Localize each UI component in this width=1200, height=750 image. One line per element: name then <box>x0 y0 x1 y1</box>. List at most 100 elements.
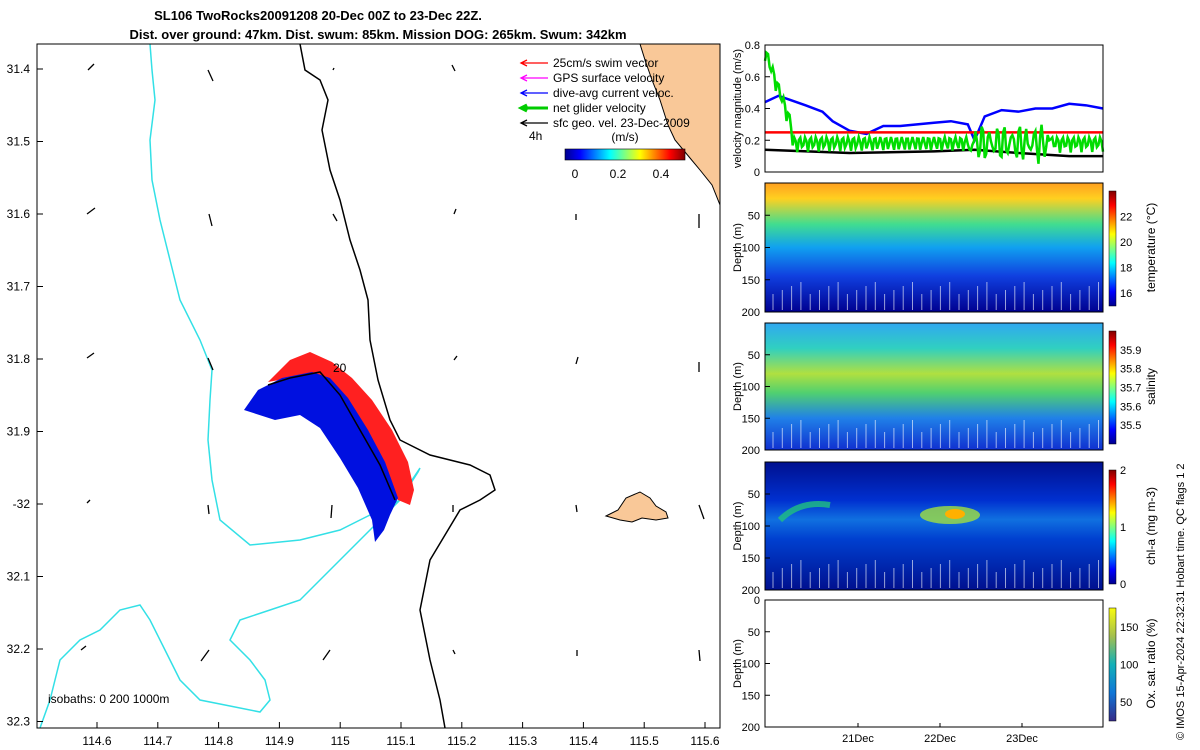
map-y-tick-label: 32.2 <box>7 642 31 656</box>
map-y-tick-label: 31.5 <box>7 135 31 149</box>
map-x-tick-label: 114.9 <box>265 734 294 748</box>
depth-tick: 0 <box>754 595 760 607</box>
geostrophic-arrows <box>80 63 705 662</box>
depth-tick: 150 <box>742 275 760 287</box>
depth-tick: 100 <box>742 521 760 533</box>
panel-frame <box>764 44 1104 173</box>
map-panel: 114.6 114.7 114.8 114.9 115 115.1 115.2 115.3 11… <box>7 43 721 748</box>
depth-tick: 50 <box>748 489 760 501</box>
panel-frame <box>764 182 1104 313</box>
profile-field <box>765 183 1103 312</box>
colorbar-tick: 50 <box>1120 697 1132 709</box>
panel-frame <box>764 461 1104 591</box>
panel-y-label: velocity magnitude (m/s) <box>732 49 744 168</box>
profile-field <box>765 462 1103 590</box>
colorbar-tick: 16 <box>1120 288 1132 300</box>
map-x-tick-label: 114.8 <box>204 734 233 748</box>
map-y-tick-label: 32.3 <box>7 715 31 729</box>
legend-arrowhead <box>519 119 528 127</box>
chl-feature <box>777 501 831 523</box>
time-tick-label: 21Dec <box>842 733 874 745</box>
legend-arrowhead <box>517 103 528 113</box>
profile-colorbar <box>1108 190 1117 307</box>
depth-tick: 200 <box>742 722 760 734</box>
rottnest-island <box>604 491 669 523</box>
velocity-series-line <box>764 148 1103 158</box>
legend-label: GPS surface velocity <box>553 71 664 85</box>
profile-colorbar <box>1108 469 1117 585</box>
map-y-tick-label: 31.9 <box>7 425 31 439</box>
glider-path <box>267 371 396 501</box>
colorbar-label: chl-a (mg m-3) <box>1144 487 1158 565</box>
figure-title-line1: SL106 TwoRocks20091208 20-Dec 00Z to 23-… <box>154 8 482 23</box>
map-axes-box <box>36 43 721 729</box>
time-interval-label: 4h <box>529 129 542 143</box>
velocity-y-tick: 0.4 <box>745 104 760 116</box>
colorbar-tick: 35.7 <box>1120 383 1141 395</box>
panel-y-label: Depth (m) <box>732 502 744 551</box>
map-x-tick-label: 115.2 <box>447 734 476 748</box>
map-y-tick-label: 31.7 <box>7 280 31 294</box>
velocity-y-tick: 0 <box>754 167 760 179</box>
profile-colorbar <box>1108 330 1117 445</box>
figure-title-line2: Dist. over ground: 47km. Dist. swum: 85k… <box>129 27 626 42</box>
panel-y-label: Depth (m) <box>732 362 744 411</box>
profile-field <box>765 323 1103 450</box>
colorbar-label: Ox. sat. ratio (%) <box>1144 618 1158 708</box>
speed-colorbar-tick: 0 <box>572 167 579 181</box>
map-x-tick-label: 115.1 <box>386 734 415 748</box>
isobath-contour-label: 20 <box>333 361 347 375</box>
isobath-200m <box>299 44 496 728</box>
time-tick-label: 22Dec <box>924 733 956 745</box>
legend-label: 25cm/s swim vector <box>553 56 658 70</box>
map-x-tick-label: 115.6 <box>690 734 719 748</box>
colorbar-tick: 35.9 <box>1120 345 1141 357</box>
net-glider-velocity-line <box>763 50 1105 164</box>
map-y-tick-label: 32.1 <box>7 570 31 584</box>
colorbar-tick: 18 <box>1120 263 1132 275</box>
depth-tick: 200 <box>742 445 760 457</box>
colorbar-tick: 20 <box>1120 237 1132 249</box>
map-x-tick-label: 115.3 <box>508 734 537 748</box>
colorbar-tick: 35.6 <box>1120 401 1141 413</box>
chart-panel-4: 0 50 100 150 200 50 100 150 Ox. sat. ratio (%) De… <box>732 595 1158 745</box>
velocity-y-tick: 0.6 <box>745 72 760 84</box>
panel-frame <box>764 599 1104 728</box>
speed-colorbar <box>564 148 686 161</box>
speed-colorbar-label: (m/s) <box>611 130 638 144</box>
map-x-tick-label: 115 <box>331 734 350 748</box>
panel-y-label: Depth (m) <box>732 223 744 272</box>
legend-arrowhead <box>519 89 528 97</box>
depth-tick: 150 <box>742 553 760 565</box>
isobath-legend-text: isobaths: 0 200 1000m <box>48 692 169 706</box>
map-x-tick-label: 115.4 <box>569 734 598 748</box>
chl-peak <box>945 509 965 519</box>
colorbar-label: salinity <box>1144 368 1158 405</box>
current-vectors <box>244 372 398 542</box>
chart-panel-3: 50 100 150 200 0 1 2 chl-a (mg m-3) Depth (m) <box>732 461 1158 597</box>
colorbar-tick: 0 <box>1120 579 1126 591</box>
swim-vectors <box>268 352 414 505</box>
velocity-y-tick: 0.2 <box>745 135 760 147</box>
panel-y-label: Depth (m) <box>732 639 744 688</box>
depth-tick: 100 <box>742 659 760 671</box>
depth-tick: 200 <box>742 307 760 319</box>
depth-tick: 100 <box>742 382 760 394</box>
colorbar-tick: 35.5 <box>1120 420 1141 432</box>
colorbar-tick: 35.8 <box>1120 364 1141 376</box>
colorbar-tick: 22 <box>1120 212 1132 224</box>
map-x-tick-label: 114.7 <box>143 734 172 748</box>
map-x-tick-label: 115.5 <box>630 734 659 748</box>
legend-arrowhead <box>519 59 528 67</box>
colorbar-tick: 150 <box>1120 622 1138 634</box>
depth-tick: 50 <box>748 627 760 639</box>
time-tick-label: 23Dec <box>1006 733 1038 745</box>
depth-tick: 100 <box>742 243 760 255</box>
map-y-tick-label: -32 <box>13 497 31 511</box>
depth-tick: 200 <box>742 585 760 597</box>
